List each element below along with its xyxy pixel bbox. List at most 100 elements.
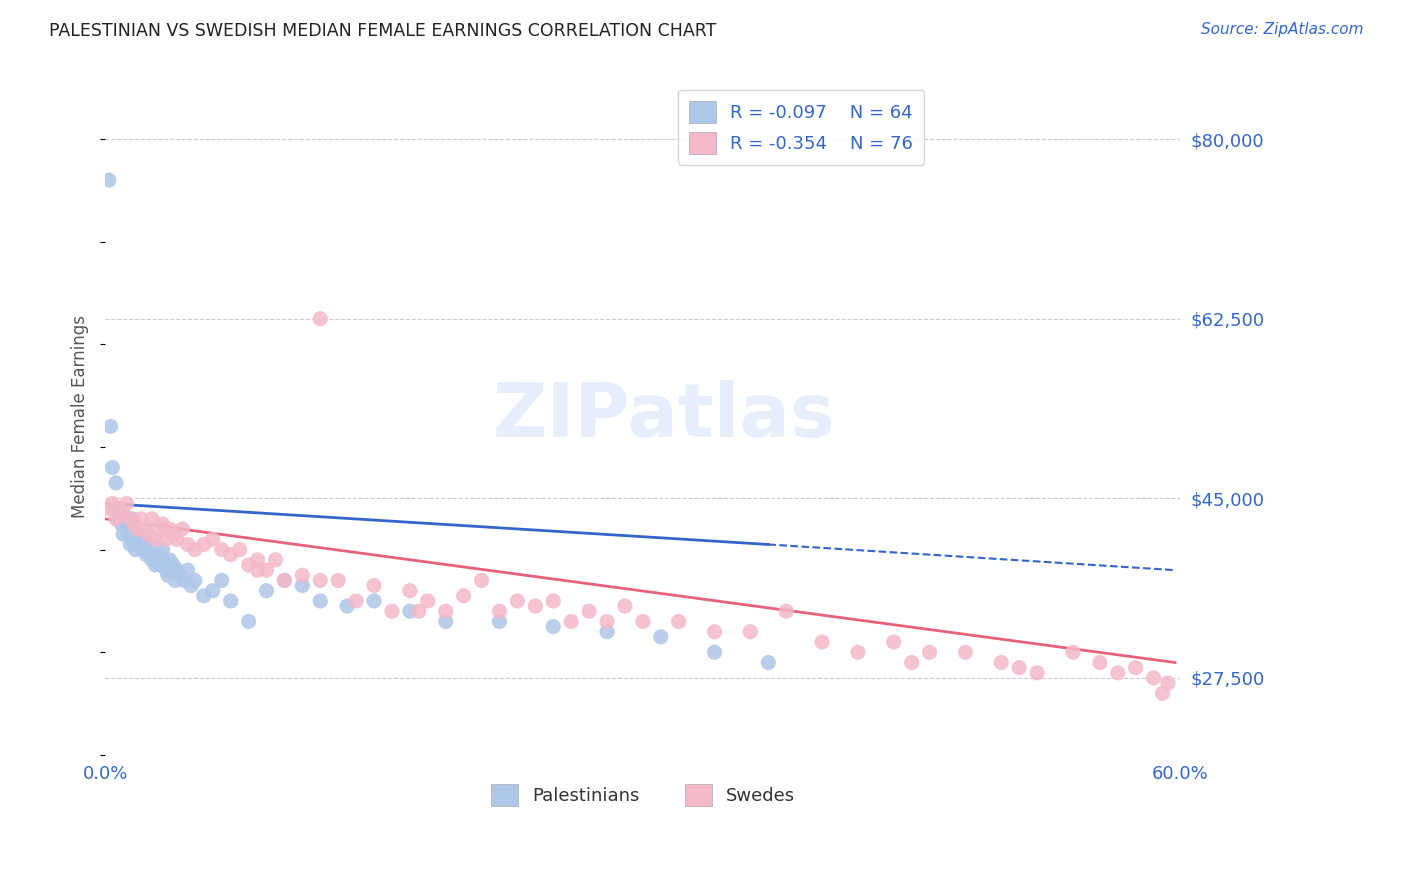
Point xyxy=(1152,686,1174,700)
Point xyxy=(918,645,941,659)
Y-axis label: Median Female Earnings: Median Female Earnings xyxy=(72,315,89,517)
Point xyxy=(1125,660,1147,674)
Point xyxy=(184,574,207,588)
Point xyxy=(955,645,977,659)
Point xyxy=(139,542,162,557)
Point xyxy=(1008,660,1031,674)
Point xyxy=(596,615,619,629)
Point xyxy=(219,548,242,562)
Point xyxy=(613,599,636,613)
Point xyxy=(1026,665,1049,680)
Point xyxy=(408,604,430,618)
Point xyxy=(264,553,287,567)
Point xyxy=(146,553,169,567)
Text: PALESTINIAN VS SWEDISH MEDIAN FEMALE EARNINGS CORRELATION CHART: PALESTINIAN VS SWEDISH MEDIAN FEMALE EAR… xyxy=(49,22,717,40)
Point xyxy=(471,574,494,588)
Point xyxy=(172,522,194,536)
Point xyxy=(246,553,269,567)
Point xyxy=(1107,665,1129,680)
Point xyxy=(159,553,181,567)
Point xyxy=(488,604,510,618)
Point xyxy=(112,507,135,521)
Point xyxy=(149,558,172,572)
Point xyxy=(112,527,135,541)
Point xyxy=(128,537,150,551)
Point xyxy=(121,512,143,526)
Point xyxy=(399,604,422,618)
Point xyxy=(184,542,207,557)
Point xyxy=(811,635,834,649)
Point xyxy=(1088,656,1111,670)
Point xyxy=(162,558,184,572)
Point xyxy=(104,475,127,490)
Point xyxy=(120,537,142,551)
Point xyxy=(173,574,195,588)
Point xyxy=(101,496,124,510)
Point xyxy=(650,630,672,644)
Point xyxy=(363,578,385,592)
Point xyxy=(120,512,142,526)
Point xyxy=(238,615,260,629)
Point xyxy=(1142,671,1164,685)
Point xyxy=(97,173,120,187)
Point xyxy=(1157,676,1180,690)
Text: Source: ZipAtlas.com: Source: ZipAtlas.com xyxy=(1201,22,1364,37)
Point xyxy=(115,496,138,510)
Point xyxy=(155,533,177,547)
Point xyxy=(135,548,157,562)
Point xyxy=(416,594,439,608)
Point xyxy=(309,594,332,608)
Point xyxy=(165,574,187,588)
Legend: Palestinians, Swedes: Palestinians, Swedes xyxy=(484,777,803,814)
Point xyxy=(100,419,122,434)
Point xyxy=(703,624,725,639)
Point xyxy=(506,594,529,608)
Point xyxy=(900,656,922,670)
Point xyxy=(108,501,131,516)
Point xyxy=(219,594,242,608)
Point xyxy=(152,516,174,531)
Point xyxy=(883,635,905,649)
Point xyxy=(453,589,475,603)
Point xyxy=(134,522,156,536)
Point xyxy=(153,553,176,567)
Point xyxy=(201,583,224,598)
Point xyxy=(273,574,295,588)
Point xyxy=(169,568,191,582)
Point xyxy=(541,619,564,633)
Point xyxy=(124,542,146,557)
Point xyxy=(1062,645,1084,659)
Point xyxy=(104,512,127,526)
Point xyxy=(136,527,159,541)
Point xyxy=(775,604,797,618)
Point xyxy=(488,615,510,629)
Point xyxy=(148,548,170,562)
Point xyxy=(110,516,132,531)
Point xyxy=(560,615,582,629)
Point xyxy=(108,501,131,516)
Point xyxy=(142,537,165,551)
Point xyxy=(434,615,457,629)
Point xyxy=(115,512,138,526)
Point xyxy=(136,537,159,551)
Point xyxy=(201,533,224,547)
Point xyxy=(344,594,367,608)
Point xyxy=(193,537,215,551)
Point xyxy=(122,533,145,547)
Point xyxy=(156,568,179,582)
Point xyxy=(129,512,152,526)
Point xyxy=(127,522,149,536)
Point xyxy=(990,656,1012,670)
Point xyxy=(193,589,215,603)
Point xyxy=(399,583,422,598)
Point xyxy=(166,563,188,577)
Point xyxy=(159,522,181,536)
Point xyxy=(211,574,233,588)
Point xyxy=(101,460,124,475)
Point xyxy=(256,583,278,598)
Point xyxy=(107,512,129,526)
Point xyxy=(309,311,332,326)
Point xyxy=(363,594,385,608)
Point xyxy=(434,604,457,618)
Point xyxy=(246,563,269,577)
